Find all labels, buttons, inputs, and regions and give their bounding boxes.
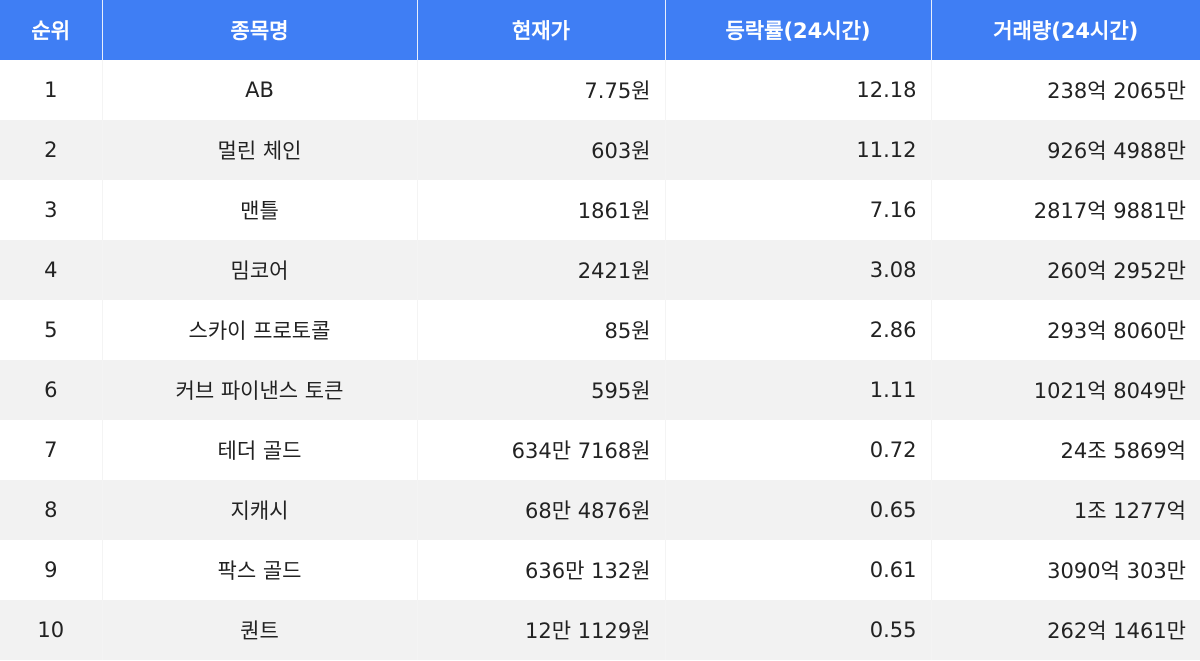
header-row: 순위 종목명 현재가 등락률(24시간) 거래량(24시간) — [0, 0, 1200, 60]
header-change: 등락률(24시간) — [665, 0, 932, 60]
name-cell: 스카이 프로토콜 — [102, 300, 418, 360]
price-cell: 603원 — [417, 120, 666, 180]
name-cell: 지캐시 — [102, 480, 418, 540]
table-row: 3 맨틀 1861원 7.16 2817억 9881만 — [0, 180, 1200, 240]
volume-cell: 24조 5869억 — [1060, 439, 1186, 463]
table-row: 7 테더 골드 634만 7168원 0.72 24조 5869억 — [0, 420, 1200, 480]
rank-cell: 7 — [0, 420, 103, 480]
rank-cell: 10 — [0, 600, 103, 660]
rank-cell: 1 — [0, 60, 103, 120]
price-cell: 12만 1129원 — [417, 600, 666, 660]
volume-cell: 238억 2065만 — [1047, 79, 1186, 103]
name-cell: 커브 파이낸스 토큰 — [102, 360, 418, 420]
table-row: 4 밈코어 2421원 3.08 260억 2952만 — [0, 240, 1200, 300]
table-row: 8 지캐시 68만 4876원 0.65 1조 1277억 — [0, 480, 1200, 540]
name-cell: AB — [102, 60, 418, 120]
volume-cell: 926억 4988만 — [931, 120, 1200, 180]
name-cell: 팍스 골드 — [102, 540, 418, 600]
volume-cell: 1조 1277억 — [931, 480, 1200, 540]
change-cell: 12.18 — [665, 60, 932, 120]
header-rank: 순위 — [0, 0, 103, 60]
rank-cell: 4 — [0, 240, 103, 300]
name-cell: 밈코어 — [102, 240, 418, 300]
table-row: 5 스카이 프로토콜 85원 2.86 293억 8060만 — [0, 300, 1200, 360]
rank-cell: 8 — [0, 480, 103, 540]
rank-cell: 2 — [0, 120, 103, 180]
volume-cell: 262억 1461만 — [931, 600, 1200, 660]
change-cell: 1.11 — [665, 360, 932, 420]
volume-cell: 2817억 9881만 — [1033, 199, 1186, 223]
volume-cell: 260억 2952만 — [931, 240, 1200, 300]
volume-cell: 1021억 8049만 — [931, 360, 1200, 420]
change-cell: 0.65 — [665, 480, 932, 540]
table-row: 2 멀린 체인 603원 11.12 926억 4988만 — [0, 120, 1200, 180]
name-cell: 퀀트 — [102, 600, 418, 660]
header-price: 현재가 — [417, 0, 666, 60]
change-cell: 2.86 — [665, 300, 932, 360]
price-cell: 636만 132원 — [417, 540, 666, 600]
price-cell: 7.75원 — [417, 60, 666, 120]
change-cell: 0.61 — [665, 540, 932, 600]
table-row: 9 팍스 골드 636만 132원 0.61 3090억 303만 — [0, 540, 1200, 600]
price-cell: 595원 — [417, 360, 666, 420]
change-cell: 11.12 — [665, 120, 932, 180]
name-cell: 멀린 체인 — [102, 120, 418, 180]
rank-cell: 9 — [0, 540, 103, 600]
rank-cell: 6 — [0, 360, 103, 420]
price-cell: 2421원 — [417, 240, 666, 300]
price-cell: 68만 4876원 — [417, 480, 666, 540]
price-cell: 85원 — [417, 300, 666, 360]
header-name: 종목명 — [102, 0, 418, 60]
change-cell: 0.55 — [665, 600, 932, 660]
change-cell: 7.16 — [665, 180, 932, 240]
price-cell: 1861원 — [417, 180, 666, 240]
table-row: 10 퀀트 12만 1129원 0.55 262억 1461만 — [0, 600, 1200, 660]
name-cell: 맨틀 — [102, 180, 418, 240]
table-row: 6 커브 파이낸스 토큰 595원 1.11 1021억 8049만 — [0, 360, 1200, 420]
price-cell: 634만 7168원 — [417, 420, 666, 480]
table-row: 1 AB 7.75원 12.18 238억 2065만 — [0, 60, 1200, 120]
change-cell: 0.72 — [665, 420, 932, 480]
volume-cell: 3090억 303만 — [1047, 559, 1186, 583]
change-cell: 3.08 — [665, 240, 932, 300]
rank-cell: 5 — [0, 300, 103, 360]
name-cell: 테더 골드 — [102, 420, 418, 480]
header-volume: 거래량(24시간) — [931, 0, 1200, 60]
volume-cell: 293억 8060만 — [1047, 319, 1186, 343]
rank-cell: 3 — [0, 180, 103, 240]
